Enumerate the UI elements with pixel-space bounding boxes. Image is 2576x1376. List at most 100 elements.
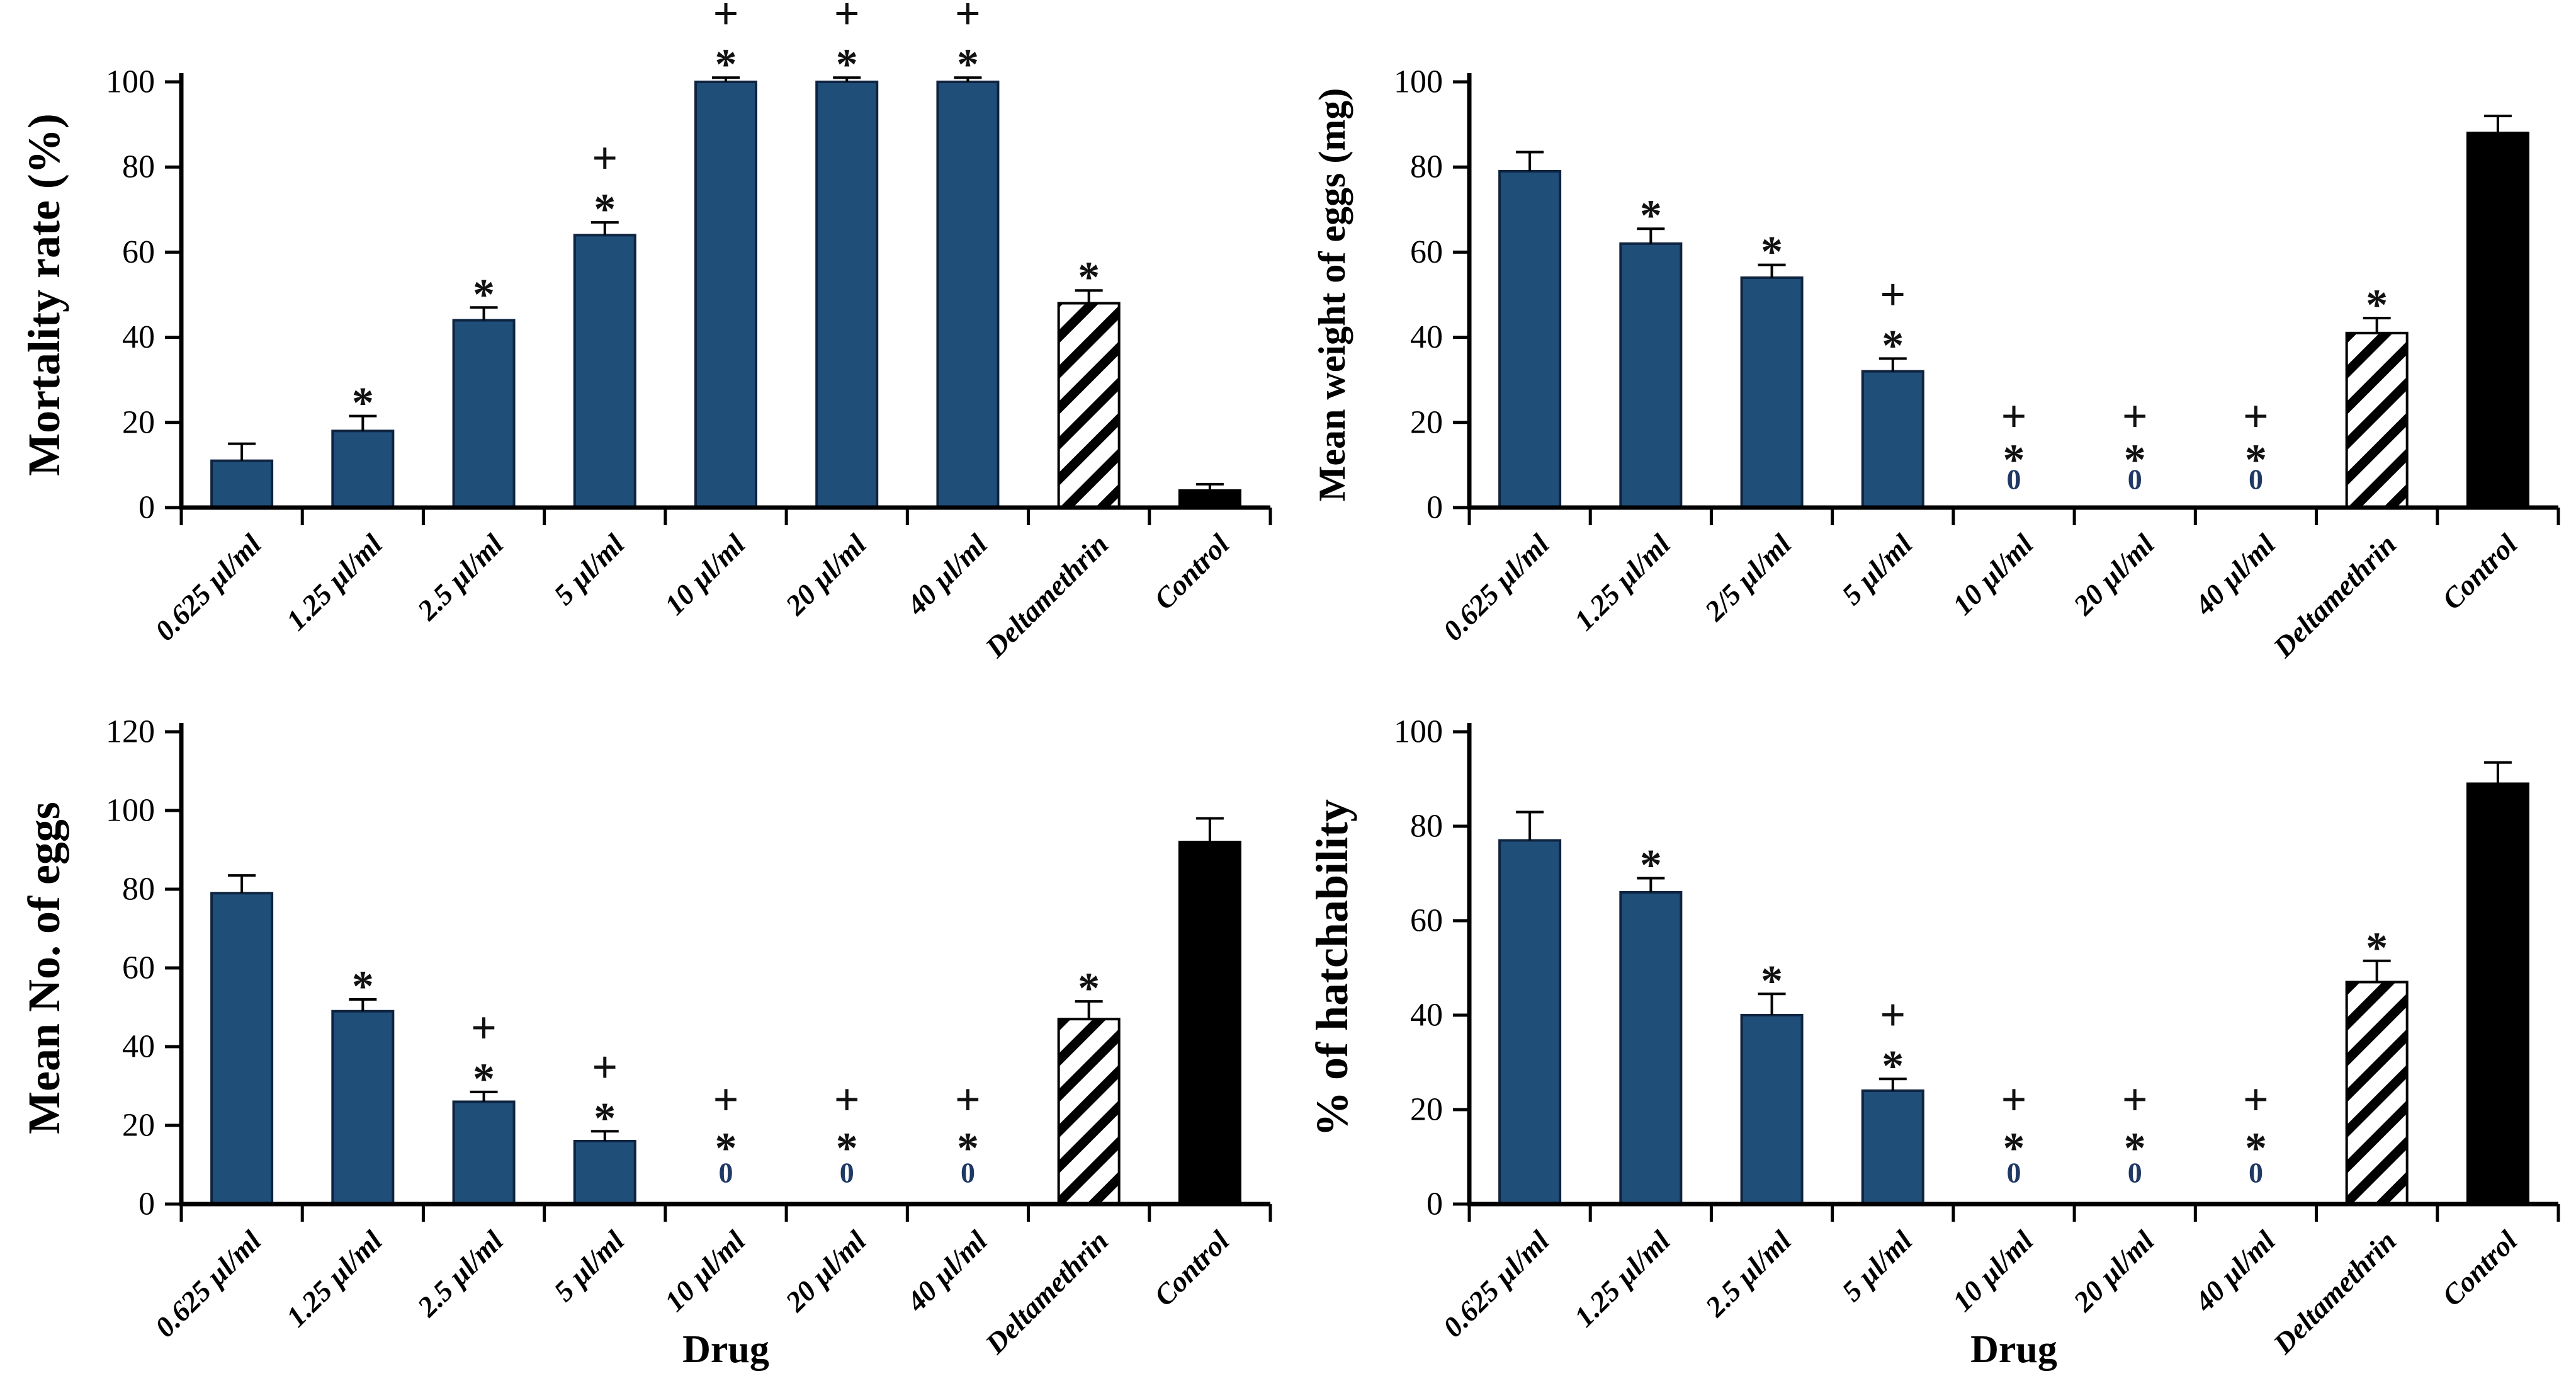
asterisk-mark: *	[836, 41, 858, 89]
asterisk-mark: *	[715, 1125, 737, 1173]
y-tick-label: 80	[1410, 809, 1443, 844]
x-category-label: Control	[1148, 528, 1235, 615]
asterisk-mark: *	[2124, 436, 2146, 485]
y-tick-label: 0	[138, 490, 155, 526]
panel-mean-weight-of-eggs: 0 20 40 60 80 100 0.625 µl/ml 1.25 µl/ml 2/5 µl/…	[1288, 0, 2576, 688]
chart-mean-weight-of-eggs: 0 20 40 60 80 100 0.625 µl/ml 1.25 µl/ml 2/5 µl/…	[1311, 64, 2560, 664]
chart-percent-hatchability: 0 20 40 60 80 100 0.625 µl/ml 1.25 µl/ml 2.5 µl/…	[1307, 714, 2560, 1371]
asterisk-mark: *	[715, 41, 737, 89]
x-category-label: 2/5 µl/ml	[1698, 528, 1797, 627]
y-tick-label: 40	[122, 1029, 155, 1065]
bar-2.5 µl/ml	[452, 319, 516, 509]
asterisk-mark: *	[594, 1095, 616, 1143]
plus-mark: +	[834, 1074, 860, 1125]
x-category-label: Control	[2436, 528, 2523, 615]
bar-2/5 µl/ml	[1740, 276, 1804, 509]
asterisk-mark: *	[2003, 436, 2025, 485]
bar-1.25 µl/ml	[331, 429, 395, 509]
asterisk-mark: *	[836, 1125, 858, 1173]
asterisk-mark: *	[2366, 924, 2388, 972]
plus-mark: +	[2243, 391, 2269, 441]
y-axis-title: % of hatchability	[1307, 799, 1357, 1137]
x-category-label: 40 µl/ml	[900, 1224, 993, 1318]
asterisk-mark: *	[1761, 228, 1783, 276]
bar-5 µl/ml	[1861, 1089, 1924, 1205]
plus-mark: +	[1880, 989, 1906, 1040]
bar-2.5 µl/ml	[1740, 1014, 1804, 1205]
y-tick-label: 40	[122, 319, 155, 355]
bar-10 µl/ml	[694, 81, 757, 509]
x-category-label: 1.25 µl/ml	[1568, 528, 1676, 636]
y-tick-label: 20	[122, 1108, 155, 1144]
plus-mark: +	[713, 0, 738, 38]
bar-Control	[1178, 489, 1241, 509]
asterisk-mark: *	[473, 271, 495, 319]
x-category-label: 0.625 µl/ml	[1437, 1224, 1556, 1343]
y-tick-label: 20	[1410, 1092, 1443, 1128]
x-category-label: 20 µl/ml	[2067, 528, 2161, 622]
x-category-label: 2.5 µl/ml	[410, 528, 509, 627]
plus-mark: +	[955, 1074, 981, 1125]
y-tick-label: 0	[1426, 1186, 1443, 1222]
bar-1.25 µl/ml	[331, 1009, 395, 1205]
chart-mean-no-of-eggs: 0 20 40 60 80 100 120 0.625 µl/ml 1.25 µl/ml 2.5 …	[19, 714, 1272, 1371]
zero-mark: 0	[2249, 463, 2263, 496]
x-category-label: 2.5 µl/ml	[410, 1224, 509, 1323]
asterisk-mark: *	[1640, 192, 1662, 241]
plus-mark: +	[2122, 391, 2148, 441]
x-category-label: 5 µl/ml	[548, 528, 631, 611]
bar-Control	[2466, 782, 2529, 1205]
x-category-label: 20 µl/ml	[779, 528, 873, 622]
y-tick-label: 20	[122, 404, 155, 440]
x-category-label: 0.625 µl/ml	[149, 528, 268, 647]
x-axis-title: Drug	[1970, 1328, 2057, 1371]
zero-mark: 0	[2249, 1157, 2263, 1189]
y-axis-title: Mean No. of eggs	[19, 802, 69, 1134]
y-tick-label: 120	[106, 714, 155, 750]
asterisk-mark: *	[352, 379, 374, 428]
x-category-label: 40 µl/ml	[2188, 528, 2281, 622]
plus-mark: +	[834, 0, 860, 38]
bar-Deltamethrin	[2345, 981, 2409, 1205]
asterisk-mark: *	[957, 41, 979, 89]
zero-mark: 0	[2007, 1157, 2021, 1189]
x-category-label: 20 µl/ml	[779, 1224, 873, 1318]
x-category-label: 5 µl/ml	[1836, 1224, 1919, 1307]
x-category-label: 10 µl/ml	[1946, 1224, 2040, 1317]
y-tick-label: 20	[1410, 404, 1443, 440]
y-tick-label: 80	[1410, 149, 1443, 185]
x-category-label: Control	[1148, 1224, 1235, 1312]
asterisk-mark: *	[2003, 1125, 2025, 1173]
bar-40 µl/ml	[936, 81, 1000, 509]
asterisk-mark: *	[1078, 254, 1100, 302]
plus-mark: +	[713, 1074, 738, 1125]
x-category-label: 10 µl/ml	[1946, 528, 2040, 621]
y-tick-label: 60	[122, 234, 155, 270]
x-category-label: 0.625 µl/ml	[1437, 528, 1556, 647]
bar-20 µl/ml	[815, 81, 879, 509]
y-tick-label: 100	[1394, 64, 1443, 100]
bar-5 µl/ml	[1861, 370, 1924, 509]
x-category-label: 40 µl/ml	[2188, 1224, 2281, 1318]
zero-mark: 0	[840, 1157, 854, 1189]
x-category-label: Deltamethrin	[2267, 528, 2403, 664]
y-tick-label: 60	[1410, 234, 1443, 270]
y-axis-title: Mean weight of eggs (mg)	[1311, 88, 1353, 502]
asterisk-mark: *	[1882, 322, 1904, 370]
y-tick-label: 100	[106, 64, 155, 100]
x-category-label: 5 µl/ml	[548, 1224, 631, 1307]
bar-0.625 µl/ml	[1498, 839, 1562, 1205]
asterisk-mark: *	[594, 186, 616, 234]
bar-1.25 µl/ml	[1619, 242, 1683, 509]
x-category-label: Deltamethrin	[979, 1224, 1115, 1360]
bar-0.625 µl/ml	[210, 459, 274, 509]
x-category-label: 1.25 µl/ml	[280, 1224, 388, 1333]
y-tick-label: 100	[106, 793, 155, 829]
y-tick-label: 100	[1394, 714, 1443, 750]
plus-mark: +	[471, 1003, 497, 1053]
y-tick-label: 80	[122, 149, 155, 185]
x-category-label: 10 µl/ml	[658, 528, 752, 621]
y-tick-label: 0	[138, 1186, 155, 1222]
bar-2.5 µl/ml	[452, 1100, 516, 1205]
